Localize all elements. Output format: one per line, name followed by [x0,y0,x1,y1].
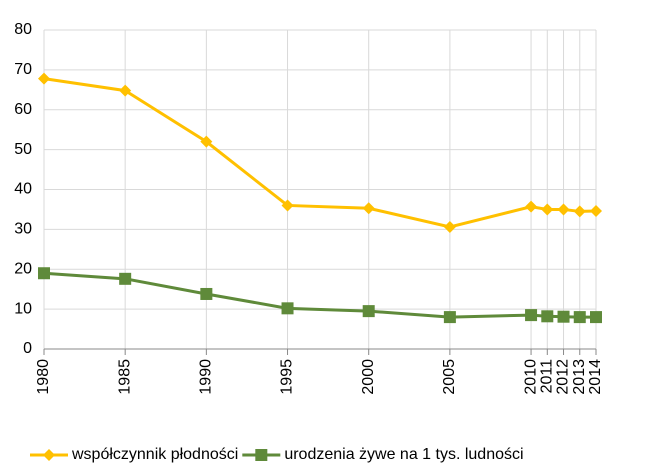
x-tick-label: 2010 [522,359,539,395]
point [590,205,602,218]
point [200,135,213,148]
point [525,200,538,213]
point [541,310,554,323]
x-tick-label: 1985 [116,359,133,395]
y-tick-label: 0 [23,340,32,357]
y-tick-label: 80 [14,21,32,38]
point [281,302,294,315]
point [590,311,602,324]
point [557,203,570,216]
point [362,202,375,215]
legend-label: urodzenia żywe na 1 tys. ludności [284,446,523,463]
y-tick-label: 70 [14,61,32,78]
point [281,199,294,212]
point [119,272,132,285]
point [38,267,50,280]
x-tick-label: 2012 [555,359,572,395]
point [38,72,50,85]
point [573,311,586,324]
point [362,305,375,318]
point [443,311,456,324]
legend-marker [43,449,55,461]
x-tick-label: 1980 [35,359,52,395]
y-tick-label: 40 [14,181,32,198]
legend-marker [255,449,268,461]
legend-label: współczynnik płodności [71,446,238,463]
x-tick-label: 1990 [198,359,215,395]
point [525,309,538,322]
point [541,203,554,216]
x-tick-label: 2013 [571,359,588,395]
point [557,310,570,323]
x-tick-label: 2011 [539,359,556,394]
point [200,287,213,300]
x-tick-label: 1995 [279,359,296,395]
x-tick-label: 2000 [360,359,377,395]
y-tick-label: 60 [14,101,32,118]
x-tick-label: 2005 [441,359,458,395]
point [443,220,456,233]
x-tick-label: 2014 [587,359,604,395]
y-tick-label: 10 [14,300,32,317]
y-tick-label: 50 [14,141,32,158]
y-tick-label: 20 [14,260,32,277]
point [119,84,132,97]
point [573,205,586,218]
y-tick-label: 30 [14,221,32,238]
series-line [43,77,597,229]
